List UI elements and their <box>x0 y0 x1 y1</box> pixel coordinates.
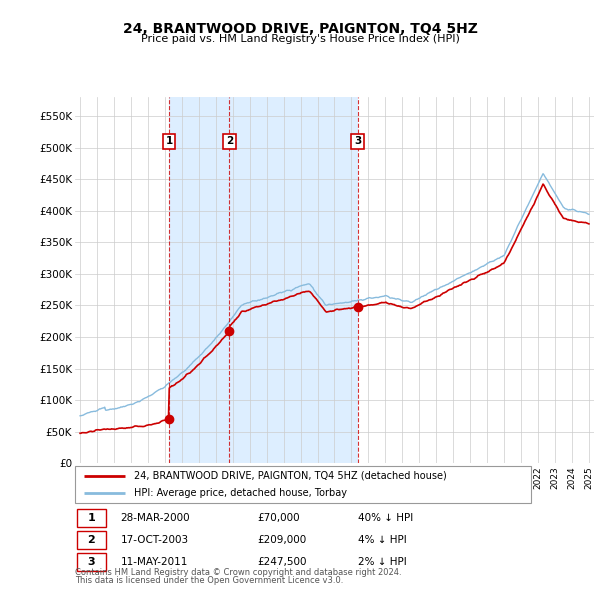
Bar <box>169 97 229 463</box>
Text: £247,500: £247,500 <box>257 557 307 566</box>
Text: 2% ↓ HPI: 2% ↓ HPI <box>358 557 406 566</box>
Text: 17-OCT-2003: 17-OCT-2003 <box>121 535 189 545</box>
FancyBboxPatch shape <box>77 531 106 549</box>
FancyBboxPatch shape <box>77 553 106 571</box>
Bar <box>229 97 358 463</box>
Text: 3: 3 <box>354 136 361 146</box>
Text: 2: 2 <box>88 535 95 545</box>
Text: 4% ↓ HPI: 4% ↓ HPI <box>358 535 406 545</box>
Text: 40% ↓ HPI: 40% ↓ HPI <box>358 513 413 523</box>
Text: 1: 1 <box>88 513 95 523</box>
Text: 28-MAR-2000: 28-MAR-2000 <box>121 513 190 523</box>
FancyBboxPatch shape <box>75 466 531 503</box>
FancyBboxPatch shape <box>77 509 106 527</box>
Text: HPI: Average price, detached house, Torbay: HPI: Average price, detached house, Torb… <box>134 488 347 498</box>
Text: £70,000: £70,000 <box>257 513 300 523</box>
Text: 2: 2 <box>226 136 233 146</box>
Text: 1: 1 <box>166 136 173 146</box>
Text: 24, BRANTWOOD DRIVE, PAIGNTON, TQ4 5HZ: 24, BRANTWOOD DRIVE, PAIGNTON, TQ4 5HZ <box>122 22 478 37</box>
Text: 24, BRANTWOOD DRIVE, PAIGNTON, TQ4 5HZ (detached house): 24, BRANTWOOD DRIVE, PAIGNTON, TQ4 5HZ (… <box>134 471 447 481</box>
Text: 3: 3 <box>88 557 95 566</box>
Text: 11-MAY-2011: 11-MAY-2011 <box>121 557 188 566</box>
Text: Contains HM Land Registry data © Crown copyright and database right 2024.: Contains HM Land Registry data © Crown c… <box>75 568 401 577</box>
Text: This data is licensed under the Open Government Licence v3.0.: This data is licensed under the Open Gov… <box>75 576 343 585</box>
Text: Price paid vs. HM Land Registry's House Price Index (HPI): Price paid vs. HM Land Registry's House … <box>140 34 460 44</box>
Text: £209,000: £209,000 <box>257 535 307 545</box>
